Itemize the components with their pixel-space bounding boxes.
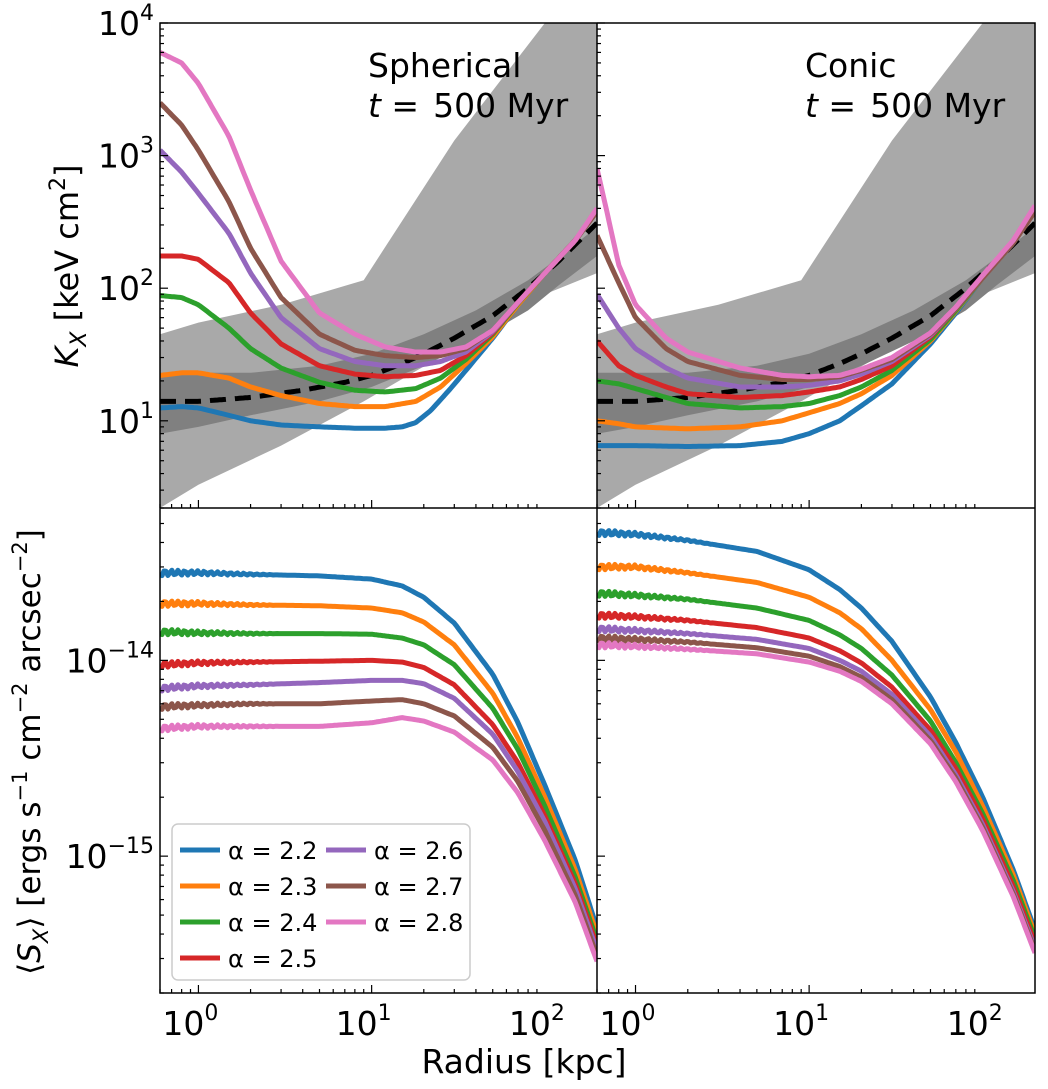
- axes-layer: 100 101 102 100 101 102 101 102 103 104 10−15 10−14: [66, 1, 1036, 1043]
- baseline-profile: [160, 221, 597, 404]
- y-tick-label: 104: [98, 1, 154, 43]
- x-tick-label: 102: [509, 1001, 565, 1043]
- series-alpha-2.7: [160, 697, 597, 957]
- annotation-time-conic: t = 500 Myr: [805, 86, 1006, 125]
- series-alpha-2.2: [597, 528, 1035, 931]
- baseline-profile: [597, 221, 1035, 404]
- series-alpha-2.8: [597, 167, 1035, 380]
- legend-frame: [171, 823, 471, 981]
- series-alpha-2.8: [160, 715, 597, 963]
- annotation-title-spherical: Spherical: [368, 46, 521, 85]
- y-tick-label: 10−15: [66, 834, 154, 876]
- series-alpha-2.5: [160, 657, 597, 947]
- x-tick-label: 101: [773, 1001, 829, 1043]
- series-alpha-2.8: [160, 50, 597, 355]
- y-tick-label: 103: [98, 134, 154, 176]
- legend-label: α = 2.7: [374, 873, 463, 901]
- x-tick-label: 101: [336, 1001, 392, 1043]
- series-alpha-2.3: [597, 561, 1035, 935]
- legend-label: α = 2.8: [374, 909, 463, 937]
- x-tick-label: 100: [162, 1001, 218, 1043]
- series-alpha-2.3: [160, 598, 597, 935]
- series-alpha-2.4: [160, 627, 597, 942]
- x-tick-label: 100: [600, 1001, 656, 1043]
- legend-label: α = 2.6: [374, 837, 463, 865]
- ylabel-entropy: KX [keV cm2]: [46, 164, 92, 367]
- legend-label: α = 2.5: [228, 945, 317, 973]
- y-tick-label: 10−14: [66, 638, 154, 680]
- x-tick-label: 102: [947, 1001, 1003, 1043]
- y-tick-label: 102: [98, 266, 154, 308]
- series-alpha-2.2: [160, 567, 597, 929]
- series-alpha-2.8: [597, 640, 1035, 954]
- legend-label: α = 2.3: [228, 873, 317, 901]
- series-alpha-2.4: [597, 588, 1035, 940]
- series-alpha-2.6: [160, 677, 597, 952]
- annotation-title-conic: Conic: [805, 46, 896, 85]
- ylabel-surface-brightness: ⟨SX⟩ [ergs s−1 cm−2 arcsec−2]: [8, 529, 53, 975]
- legend-label: α = 2.2: [228, 837, 317, 865]
- band-inner: [160, 226, 597, 434]
- y-tick-label: 101: [98, 399, 154, 441]
- xlabel: Radius [kpc]: [421, 1042, 626, 1081]
- series-alpha-2.5: [597, 610, 1035, 944]
- legend: α = 2.2 α = 2.3 α = 2.4 α = 2.5 α = 2.6 α = 2…: [171, 823, 471, 981]
- annotation-time-spherical: t = 500 Myr: [368, 86, 569, 125]
- panel-conic-surface-brightness: [597, 528, 1035, 954]
- panel-spherical-entropy: [160, 23, 597, 508]
- legend-label: α = 2.4: [228, 909, 317, 937]
- panel-spherical-surface-brightness: [160, 567, 597, 963]
- panel-conic-entropy: [597, 23, 1035, 508]
